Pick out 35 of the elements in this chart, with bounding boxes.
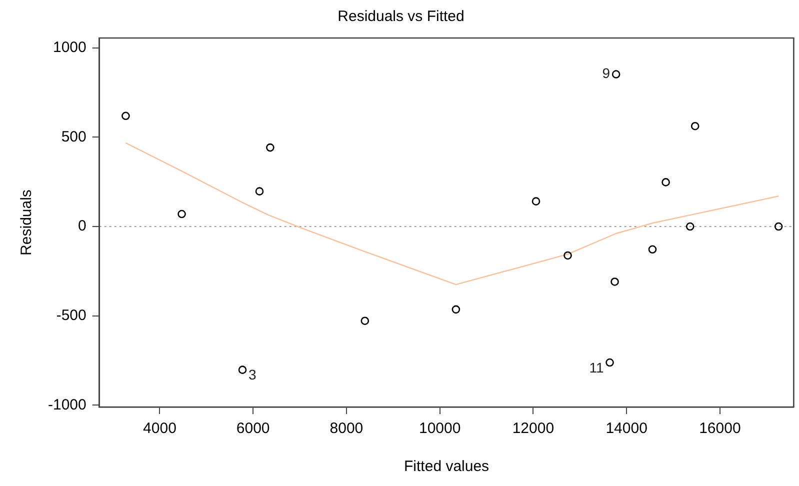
point (774, 222, 783, 231)
x-tick-label: 4000 (143, 420, 176, 438)
y-axis-title: Residuals (18, 190, 36, 256)
x-tick-label: 16000 (699, 420, 741, 438)
y-tick-label: -500 (56, 307, 86, 324)
point (178, 210, 186, 218)
y-tick-label: 500 (61, 128, 86, 146)
annotation: 3 (248, 366, 256, 383)
y-tick-label: -1000 (48, 396, 86, 414)
point (606, 358, 614, 367)
point (662, 178, 670, 186)
point (648, 245, 657, 254)
y-tick-label: 1000 (52, 38, 86, 56)
point (612, 70, 620, 78)
point (564, 251, 572, 260)
point (255, 187, 264, 196)
point (690, 122, 700, 130)
y-tick-label: 0 (78, 218, 86, 235)
x-tick-label: 10000 (418, 420, 461, 438)
point (122, 112, 130, 120)
point (452, 305, 460, 314)
point (610, 278, 619, 286)
point (686, 222, 694, 231)
x-axis-title: Fitted values (404, 458, 490, 476)
x-tick-label: 12000 (512, 420, 554, 438)
chart-title: Residuals vs Fitted (338, 8, 464, 26)
point (360, 316, 370, 326)
x-tick-label: 14000 (606, 420, 648, 438)
point (532, 197, 540, 206)
x-tick-label: 6000 (236, 420, 270, 438)
annotation: 11 (589, 359, 604, 376)
annotation: 9 (602, 65, 610, 82)
x-tick-label: 8000 (330, 420, 364, 438)
point (266, 143, 274, 152)
point (238, 366, 247, 374)
